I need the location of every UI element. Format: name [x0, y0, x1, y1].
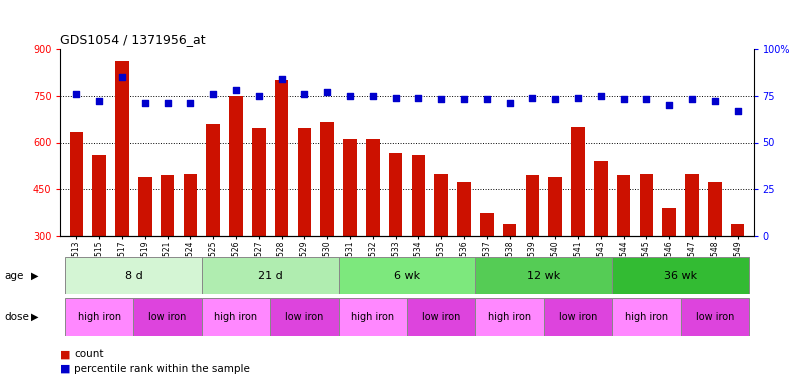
Point — [526, 94, 539, 100]
Text: ▶: ▶ — [31, 271, 38, 280]
Bar — [613, 257, 749, 294]
Bar — [339, 298, 407, 336]
Bar — [388, 153, 402, 236]
Point — [161, 100, 174, 106]
Bar — [206, 124, 220, 236]
Bar — [594, 161, 608, 236]
Bar — [275, 80, 289, 236]
Text: low iron: low iron — [285, 312, 324, 322]
Bar — [548, 177, 562, 236]
Bar — [663, 208, 676, 236]
Bar — [503, 224, 517, 236]
Point — [549, 96, 562, 102]
Point — [93, 98, 106, 104]
Point — [230, 87, 243, 93]
Text: ▶: ▶ — [31, 312, 38, 322]
Bar — [65, 298, 134, 336]
Bar — [476, 298, 544, 336]
Point — [252, 93, 265, 99]
Text: 12 wk: 12 wk — [527, 271, 560, 280]
Bar — [93, 155, 106, 236]
Point — [503, 100, 516, 106]
Bar — [160, 176, 174, 236]
Point — [412, 94, 425, 100]
Point — [367, 93, 380, 99]
Bar — [480, 213, 493, 236]
Point — [617, 96, 630, 102]
Point — [275, 76, 288, 82]
Bar — [526, 176, 539, 236]
Point — [343, 93, 356, 99]
Bar — [731, 224, 745, 236]
Bar — [476, 257, 613, 294]
Text: 36 wk: 36 wk — [664, 271, 697, 280]
Point — [207, 91, 220, 97]
Point — [139, 100, 152, 106]
Text: high iron: high iron — [351, 312, 394, 322]
Point — [298, 91, 311, 97]
Text: low iron: low iron — [696, 312, 734, 322]
Bar — [229, 96, 243, 236]
Text: ■: ■ — [60, 364, 71, 374]
Text: GDS1054 / 1371956_at: GDS1054 / 1371956_at — [60, 33, 206, 46]
Point — [731, 108, 744, 114]
Point — [480, 96, 493, 102]
Bar — [613, 298, 680, 336]
Text: 6 wk: 6 wk — [394, 271, 420, 280]
Bar — [366, 140, 380, 236]
Bar — [69, 132, 83, 236]
Bar — [708, 182, 721, 236]
Text: 8 d: 8 d — [125, 271, 143, 280]
Bar — [202, 257, 339, 294]
Point — [640, 96, 653, 102]
Point — [434, 96, 447, 102]
Bar — [320, 122, 334, 236]
Point — [184, 100, 197, 106]
Text: high iron: high iron — [625, 312, 668, 322]
Text: low iron: low iron — [148, 312, 187, 322]
Point — [70, 91, 83, 97]
Bar — [134, 298, 202, 336]
Bar — [138, 177, 152, 236]
Text: 21 d: 21 d — [258, 271, 283, 280]
Text: age: age — [4, 271, 23, 280]
Bar — [457, 182, 471, 236]
Text: percentile rank within the sample: percentile rank within the sample — [74, 364, 250, 374]
Bar — [434, 174, 448, 236]
Bar — [685, 174, 699, 236]
Text: low iron: low iron — [422, 312, 460, 322]
Bar — [571, 127, 585, 236]
Bar — [115, 61, 129, 236]
Text: ■: ■ — [60, 350, 71, 359]
Bar — [407, 298, 476, 336]
Point — [389, 94, 402, 100]
Point — [594, 93, 607, 99]
Bar — [343, 140, 357, 236]
Bar — [680, 298, 749, 336]
Bar — [202, 298, 270, 336]
Text: low iron: low iron — [559, 312, 597, 322]
Text: high iron: high iron — [214, 312, 258, 322]
Bar — [270, 298, 339, 336]
Point — [321, 89, 334, 95]
Bar — [184, 174, 197, 236]
Text: dose: dose — [4, 312, 29, 322]
Bar — [640, 174, 654, 236]
Bar — [252, 128, 266, 236]
Bar — [412, 155, 426, 236]
Point — [663, 102, 675, 108]
Point — [571, 94, 584, 100]
Bar — [617, 176, 630, 236]
Bar — [297, 128, 311, 236]
Bar — [65, 257, 202, 294]
Point — [458, 96, 471, 102]
Bar — [544, 298, 613, 336]
Point — [115, 74, 128, 80]
Bar — [339, 257, 476, 294]
Point — [708, 98, 721, 104]
Text: high iron: high iron — [488, 312, 531, 322]
Point — [686, 96, 699, 102]
Text: high iron: high iron — [77, 312, 121, 322]
Text: count: count — [74, 350, 104, 359]
